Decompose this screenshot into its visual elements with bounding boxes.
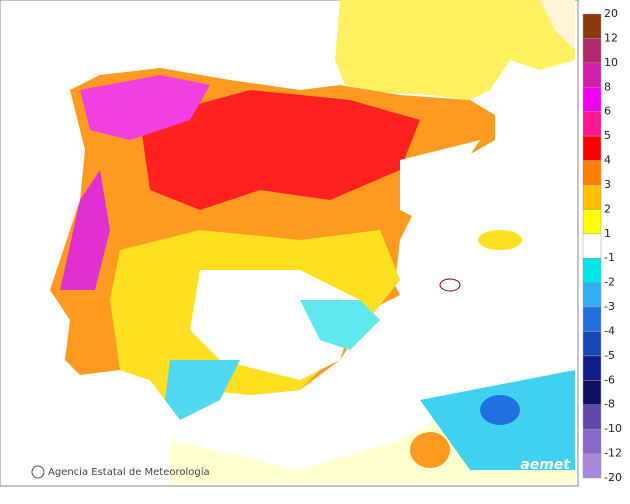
legend-label: -8 xyxy=(604,398,615,411)
legend-label: 20 xyxy=(604,7,618,20)
legend-swatch xyxy=(582,135,602,161)
legend-swatch xyxy=(582,184,602,210)
legend-swatch xyxy=(582,404,602,430)
legend-swatch xyxy=(582,111,602,137)
legend-swatch xyxy=(582,62,602,88)
legend-swatch xyxy=(582,257,602,283)
legend-label: 6 xyxy=(604,105,611,118)
map xyxy=(50,0,575,484)
legend-label: -4 xyxy=(604,324,615,337)
legend-swatch xyxy=(582,282,602,308)
legend-label: -10 xyxy=(604,422,622,435)
legend-label: 5 xyxy=(604,129,611,142)
legend-swatch xyxy=(582,380,602,405)
legend-label: -1 xyxy=(604,251,615,264)
legend-label: 4 xyxy=(604,154,611,167)
legend-label: -12 xyxy=(604,447,622,460)
legend-swatch xyxy=(582,306,602,332)
legend-label: -6 xyxy=(604,373,615,386)
logo: aemet xyxy=(520,457,571,473)
legend: 20 12 10 8 6 5 4 3 2 1 -1 -2 -3 -4 -5 -6 -8 -10 -12 -20 xyxy=(582,7,622,484)
legend-swatch xyxy=(582,209,602,235)
legend-swatch xyxy=(582,453,602,479)
legend-label: 2 xyxy=(604,202,611,215)
legend-swatch xyxy=(582,160,602,186)
legend-label: 1 xyxy=(604,227,611,240)
legend-swatch xyxy=(582,355,602,381)
legend-label: -20 xyxy=(604,471,622,484)
legend-swatch xyxy=(582,331,602,357)
legend-label: -5 xyxy=(604,349,615,362)
legend-swatch xyxy=(582,233,602,259)
legend-label: 3 xyxy=(604,178,611,191)
legend-swatch xyxy=(582,13,602,39)
legend-label: -2 xyxy=(604,276,615,289)
credit: Agencia Estatal de Meteorología xyxy=(48,466,210,478)
legend-label: -3 xyxy=(604,300,615,313)
legend-label: 10 xyxy=(604,56,618,69)
copyright-icon xyxy=(31,465,45,479)
legend-label: 12 xyxy=(604,31,618,44)
legend-label: 8 xyxy=(604,80,611,93)
legend-swatch xyxy=(582,38,602,64)
legend-swatch xyxy=(582,428,602,454)
legend-swatch xyxy=(582,87,602,112)
